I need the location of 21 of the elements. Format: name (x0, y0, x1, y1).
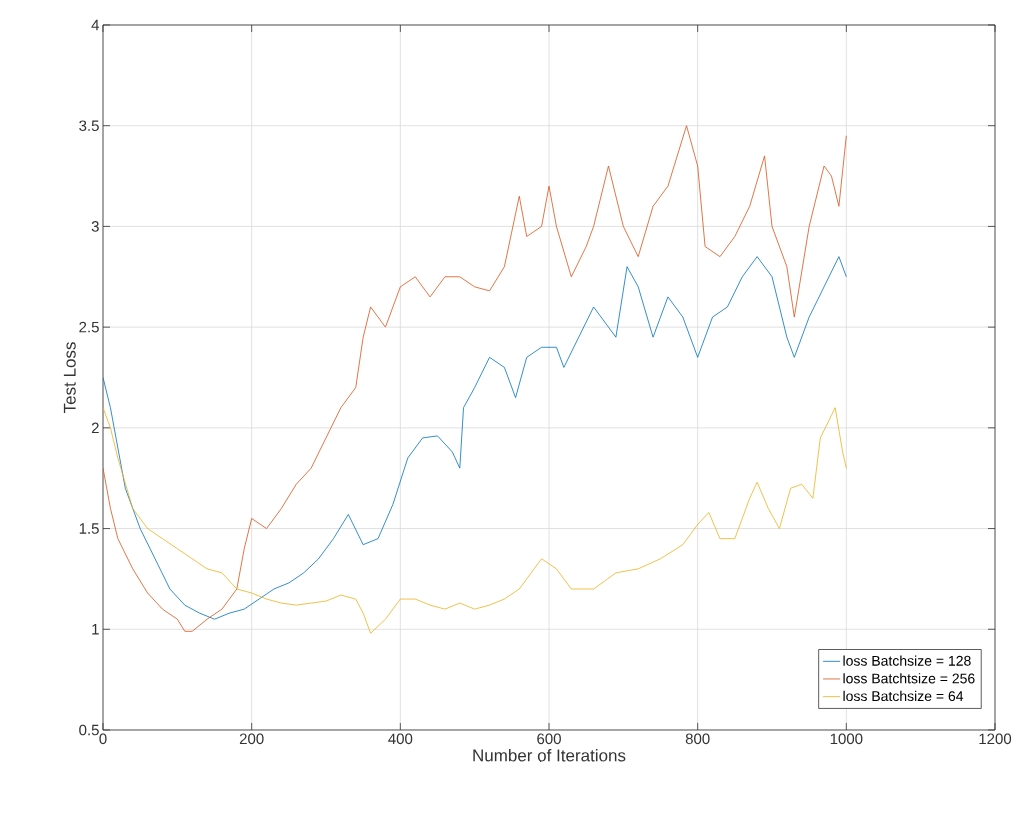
legend-label: loss Batchtsize = 256 (843, 673, 975, 684)
y-tick-label: 4 (91, 19, 100, 31)
line-series (103, 256, 847, 620)
x-tick-label: 0 (99, 733, 107, 745)
y-tick-label: 1 (92, 624, 99, 635)
y-tick-label: 0.5 (79, 724, 99, 736)
x-tick-label: 600 (537, 733, 561, 745)
y-tick-label: 3.5 (79, 120, 99, 132)
x-tick-label: 800 (685, 733, 710, 745)
y-tick-label: 1.5 (79, 523, 99, 534)
y-tick-label: 3 (91, 221, 99, 232)
legend-label: loss Batchsize = 128 (843, 655, 971, 666)
y-tick-label: 2 (91, 422, 99, 434)
x-tick-label: 1200 (979, 733, 1012, 745)
y-tick-label: 2.5 (79, 321, 99, 333)
legend-label: loss Batchsize = 64 (843, 690, 964, 702)
y-axis-title: Test Loss (63, 342, 76, 414)
x-tick-label: 200 (239, 733, 264, 745)
x-axis-title: Number of Iterations (473, 749, 626, 762)
x-tick-label: 1000 (830, 733, 863, 745)
x-tick-label: 400 (388, 733, 413, 745)
